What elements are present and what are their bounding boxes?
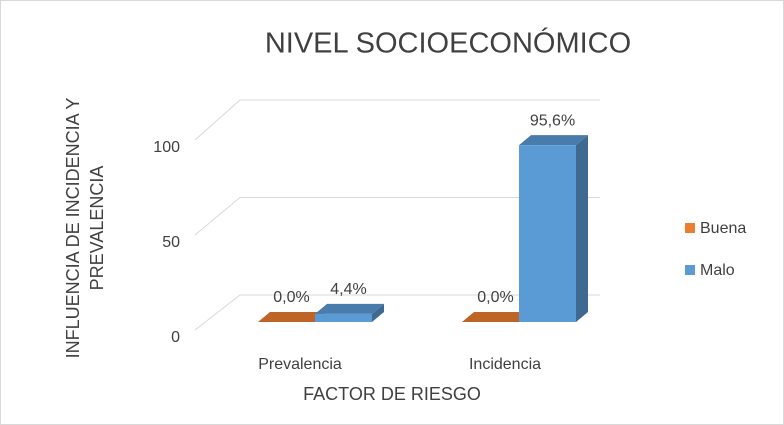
y-tick-label: 100 <box>153 139 180 156</box>
bar <box>462 312 531 322</box>
bar-top <box>315 303 384 314</box>
legend-swatch <box>685 265 695 275</box>
data-label: 0,0% <box>477 289 513 306</box>
bar-top <box>519 135 588 146</box>
data-label: 4,4% <box>330 281 366 298</box>
bar-front <box>519 145 576 322</box>
y-tick-label: 0 <box>171 329 180 346</box>
bar <box>519 135 588 322</box>
y-axis-label: INFLUENCIA DE INCIDENCIA Y <box>63 98 83 359</box>
bar-top <box>258 312 327 322</box>
y-tick-label: 50 <box>162 234 180 251</box>
data-label: 0,0% <box>273 289 309 306</box>
x-tick-label: Prevalencia <box>258 356 342 373</box>
legend-swatch <box>685 223 695 233</box>
data-label: 95,6% <box>530 112 575 129</box>
bar <box>315 303 384 322</box>
bar-side <box>372 303 384 322</box>
y-axis-label: PREVALENCIA <box>87 166 107 291</box>
x-tick-label: Incidencia <box>469 356 541 373</box>
bar-front <box>315 313 372 322</box>
grid-line <box>194 197 600 236</box>
x-axis-label: FACTOR DE RIESGO <box>303 384 481 404</box>
bar-side <box>576 135 588 322</box>
chart-title: NIVEL SOCIOECONÓMICO <box>265 27 631 60</box>
bar <box>258 312 327 322</box>
grid-line <box>194 99 600 141</box>
legend-label: Buena <box>700 220 746 237</box>
legend-label: Malo <box>700 262 735 279</box>
grid-line <box>194 294 600 331</box>
bar-top <box>462 312 531 322</box>
